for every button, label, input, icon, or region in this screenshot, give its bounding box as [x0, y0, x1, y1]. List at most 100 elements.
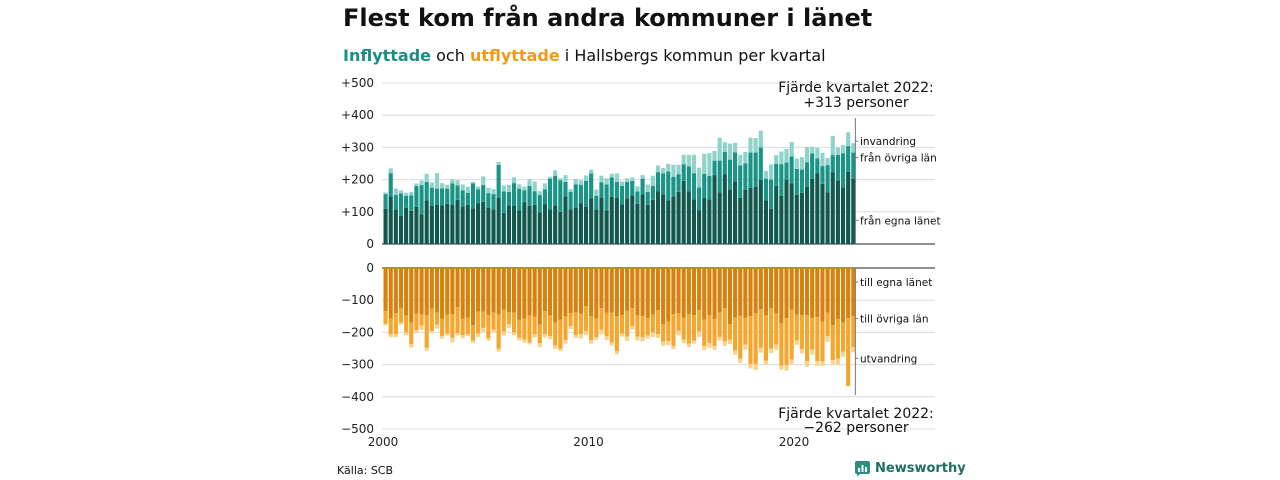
bar-out-own [799, 268, 804, 316]
bar-in-own [388, 196, 393, 244]
bar-in-immig [748, 137, 753, 153]
bar-out-own [655, 268, 661, 311]
bar-in-immig [517, 184, 522, 189]
bar-out-emig [383, 323, 388, 326]
bar-in-immig [465, 186, 470, 193]
bar-out-other [738, 315, 743, 359]
bar-out-own [635, 268, 640, 316]
bar-in-immig [481, 176, 486, 186]
bar-out-other [476, 311, 481, 334]
bar-in-other [851, 152, 856, 179]
bar-out-emig [815, 361, 820, 366]
bar-out-other [393, 313, 398, 335]
bar-in-own [810, 178, 815, 244]
bar-out-emig [404, 332, 409, 335]
bar-in-own [774, 185, 779, 244]
bar-out-own [465, 268, 470, 318]
bar-in-other [681, 164, 686, 181]
bar-in-immig [625, 178, 630, 182]
bar-in-immig [815, 147, 820, 159]
bar-out-other [388, 318, 393, 335]
inflow-bars [383, 130, 856, 244]
y-tick-label-bottom: −500 [341, 422, 374, 436]
source-note: Källa: SCB [337, 464, 394, 477]
bar-in-own [733, 181, 738, 244]
annotation-bottom-line2: −262 personer [803, 420, 909, 436]
bar-in-own [527, 205, 532, 244]
series-label-out-own: till egna länet [860, 277, 932, 289]
bar-in-own [825, 192, 830, 244]
bar-out-emig [409, 344, 414, 348]
bar-in-immig [635, 186, 640, 192]
bar-out-emig [789, 359, 794, 365]
bar-out-other [547, 315, 553, 337]
bar-in-other [625, 181, 630, 199]
bar-out-emig [619, 333, 625, 337]
bar-out-own [661, 268, 666, 325]
bar-in-immig [568, 189, 573, 192]
bar-out-emig [558, 348, 563, 352]
bar-in-other [779, 164, 784, 196]
bar-out-emig [799, 349, 804, 354]
bar-in-own [717, 192, 722, 244]
bar-out-other [666, 321, 671, 342]
bar-in-other [727, 159, 733, 190]
bar-in-immig [491, 188, 496, 195]
bar-out-own [794, 268, 799, 315]
bar-in-own [635, 203, 640, 244]
series-labels: Fjärde kvartalet 2022:+313 personerFjärd… [778, 80, 940, 436]
bar-in-other [738, 165, 743, 198]
bar-in-immig [753, 138, 758, 153]
series-label-out-emig: utvandring [860, 353, 917, 365]
bar-out-own [846, 268, 851, 319]
bar-out-own [769, 268, 774, 309]
bar-in-other [393, 194, 398, 210]
bar-in-other [804, 162, 810, 187]
brand-name: Newsworthy [875, 461, 966, 476]
bar-out-own [758, 268, 763, 310]
subtitle-and-word: och [436, 46, 465, 65]
bar-in-other [691, 173, 697, 200]
bar-in-own [434, 204, 440, 244]
bar-out-own [398, 268, 404, 308]
bar-out-own [434, 268, 440, 313]
bar-in-own [604, 210, 609, 244]
bar-in-immig [769, 164, 774, 180]
bar-out-own [455, 268, 460, 307]
bar-in-other [450, 183, 455, 206]
bar-in-own [398, 215, 404, 244]
bar-in-own [846, 171, 851, 244]
bar-in-other [702, 173, 707, 198]
bar-in-immig [840, 145, 846, 154]
bar-in-other [815, 158, 820, 174]
bar-in-other [635, 191, 640, 204]
bar-out-own [542, 268, 547, 312]
bar-in-immig [676, 164, 681, 175]
bar-out-other [676, 313, 681, 331]
bar-out-other [429, 308, 434, 332]
bar-out-own [676, 268, 681, 314]
bar-out-own [712, 268, 717, 320]
bar-out-emig [455, 333, 460, 336]
bar-in-other [686, 166, 691, 192]
bar-out-emig [846, 385, 851, 387]
bar-out-emig [594, 337, 599, 340]
bar-in-other [512, 183, 517, 207]
bar-in-own [830, 172, 835, 244]
bar-in-other [655, 172, 661, 192]
bar-out-other [799, 315, 804, 350]
bar-out-own [722, 268, 727, 309]
bar-out-emig [640, 337, 645, 342]
bar-out-other [840, 322, 846, 352]
bar-in-own [481, 201, 486, 244]
bar-out-own [645, 268, 650, 318]
bar-in-immig [429, 182, 434, 188]
bar-in-own [835, 180, 840, 244]
bar-in-own [414, 206, 419, 244]
bar-out-other [517, 319, 522, 338]
bar-in-immig [799, 157, 804, 170]
bar-in-own [553, 205, 558, 244]
bar-out-emig [563, 340, 568, 344]
bar-out-emig [748, 364, 753, 369]
bar-out-emig [604, 336, 609, 341]
